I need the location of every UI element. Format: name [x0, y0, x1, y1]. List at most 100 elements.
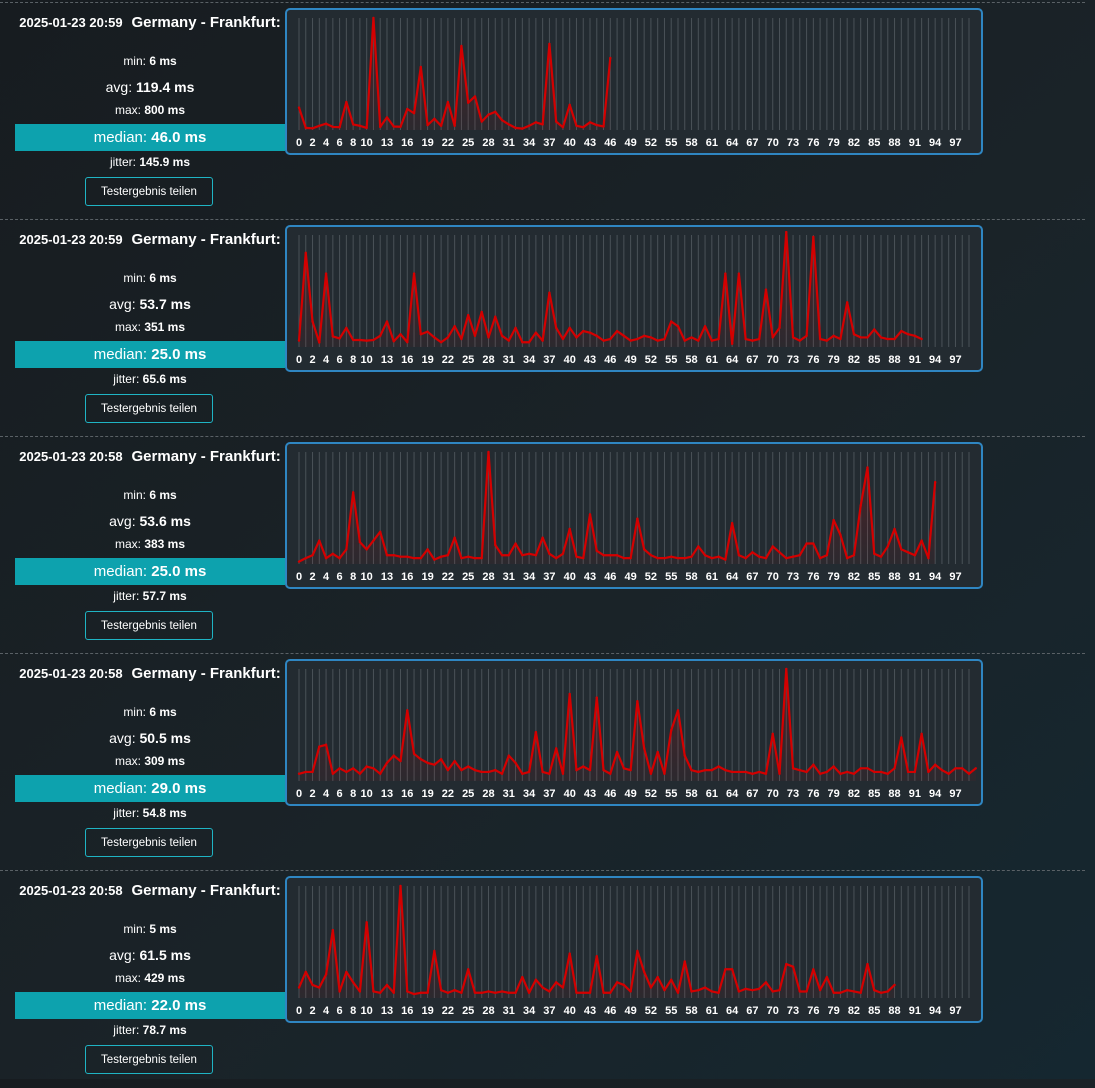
ping-point [785, 230, 788, 234]
share-result-button[interactable]: Testergebnis teilen [85, 394, 213, 423]
x-tick-label: 28 [482, 354, 494, 366]
ping-point [758, 555, 761, 558]
result-entry: 2025-01-23 20:59 Germany - Frankfurt: mi… [0, 219, 1085, 437]
ping-point [345, 100, 348, 104]
share-result-button[interactable]: Testergebnis teilen [85, 611, 213, 640]
ping-point [304, 556, 307, 560]
ping-point [338, 126, 341, 129]
x-tick-label: 2 [309, 788, 315, 800]
result-entry: 2025-01-23 20:59 Germany - Frankfurt: mi… [0, 2, 1085, 220]
ping-point [974, 767, 977, 770]
x-tick-label: 88 [888, 571, 900, 583]
ping-point [670, 320, 673, 323]
result-stats: 2025-01-23 20:59 Germany - Frankfurt: mi… [15, 3, 285, 220]
x-tick-label: 61 [706, 354, 718, 366]
ping-point [521, 341, 524, 344]
x-tick-label: 0 [296, 137, 302, 149]
x-tick-label: 52 [645, 788, 657, 800]
ping-point [439, 341, 443, 344]
ping-point [358, 124, 362, 128]
ping-point [954, 767, 957, 770]
ping-point [873, 328, 876, 331]
ping-point [615, 554, 619, 557]
ping-point [575, 124, 578, 128]
x-tick-label: 94 [929, 137, 942, 149]
ping-point [392, 754, 395, 757]
ping-point [494, 543, 497, 547]
x-tick-label: 67 [746, 354, 758, 366]
ping-point [521, 127, 524, 130]
x-tick-label: 79 [828, 788, 840, 800]
ping-point [345, 770, 348, 774]
x-tick-label: 85 [868, 354, 880, 366]
x-tick-label: 13 [381, 354, 393, 366]
x-tick-label: 2 [309, 137, 315, 149]
ping-point [446, 768, 450, 772]
ping-point [906, 551, 910, 554]
ping-point [473, 991, 477, 994]
ping-point [541, 770, 544, 774]
ping-point [582, 126, 585, 129]
ping-point [832, 334, 835, 338]
grid-lines [298, 235, 970, 347]
x-tick-label: 10 [361, 354, 373, 366]
ping-point [466, 313, 470, 317]
ping-point [656, 975, 659, 979]
x-tick-label: 49 [624, 137, 636, 149]
share-result-button[interactable]: Testergebnis teilen [85, 1045, 213, 1074]
ping-point [886, 545, 889, 548]
ping-point [602, 339, 605, 342]
ping-point [764, 288, 768, 291]
ping-point [507, 123, 510, 126]
x-tick-label: 28 [482, 788, 494, 800]
x-tick-label: 91 [909, 1005, 921, 1017]
x-tick-label: 10 [361, 571, 373, 583]
ping-point [730, 521, 734, 525]
ping-point [805, 770, 808, 774]
ping-point [561, 772, 565, 775]
share-result-button[interactable]: Testergebnis teilen [85, 828, 213, 857]
ping-point [703, 554, 707, 557]
avg-stat: avg: 119.4 ms [15, 79, 285, 95]
ping-point [825, 975, 829, 979]
ping-point [304, 126, 307, 130]
ping-point [927, 770, 930, 774]
median-value: 25.0 ms [151, 346, 207, 363]
ping-point [785, 556, 788, 560]
ping-point [297, 339, 301, 342]
ping-point [331, 928, 335, 932]
max-value: 351 ms [144, 320, 186, 334]
ping-point [717, 991, 720, 994]
share-result-button[interactable]: Testergebnis teilen [85, 177, 213, 206]
ping-point [392, 125, 395, 128]
x-tick-label: 13 [381, 788, 393, 800]
min-stat: min: 6 ms [15, 488, 285, 502]
x-tick-label: 82 [848, 1005, 860, 1017]
x-tick-label: 16 [401, 354, 413, 366]
ping-point [379, 125, 382, 129]
x-tick-label: 10 [361, 788, 373, 800]
ping-point [636, 517, 639, 520]
jitter-label: jitter: [113, 589, 140, 603]
jitter-stat: jitter: 57.7 ms [15, 589, 285, 603]
x-tick-label: 19 [421, 788, 433, 800]
ping-chart-svg: 0 2 4 6 8 10 13 16 19 22 25 28 31 34 37 40 43 46 49 52 55 58 6… [296, 16, 970, 149]
ping-point [690, 990, 693, 993]
x-tick-label: 46 [604, 137, 616, 149]
ping-point [832, 991, 835, 994]
ping-point [527, 770, 531, 774]
ping-point [318, 341, 321, 344]
x-tick-label: 64 [726, 571, 739, 583]
ping-point [906, 333, 910, 336]
ping-point [568, 952, 571, 955]
ping-point [514, 761, 517, 765]
x-tick-label: 2 [309, 354, 315, 366]
ping-point [805, 334, 808, 338]
avg-value: 119.4 ms [135, 79, 195, 95]
ping-point [412, 272, 416, 275]
ping-point [764, 556, 768, 560]
x-tick-label: 97 [949, 354, 961, 366]
x-tick-label: 16 [401, 1005, 413, 1017]
median-bar: median: 25.0 ms [15, 341, 285, 368]
ping-point [568, 326, 571, 330]
